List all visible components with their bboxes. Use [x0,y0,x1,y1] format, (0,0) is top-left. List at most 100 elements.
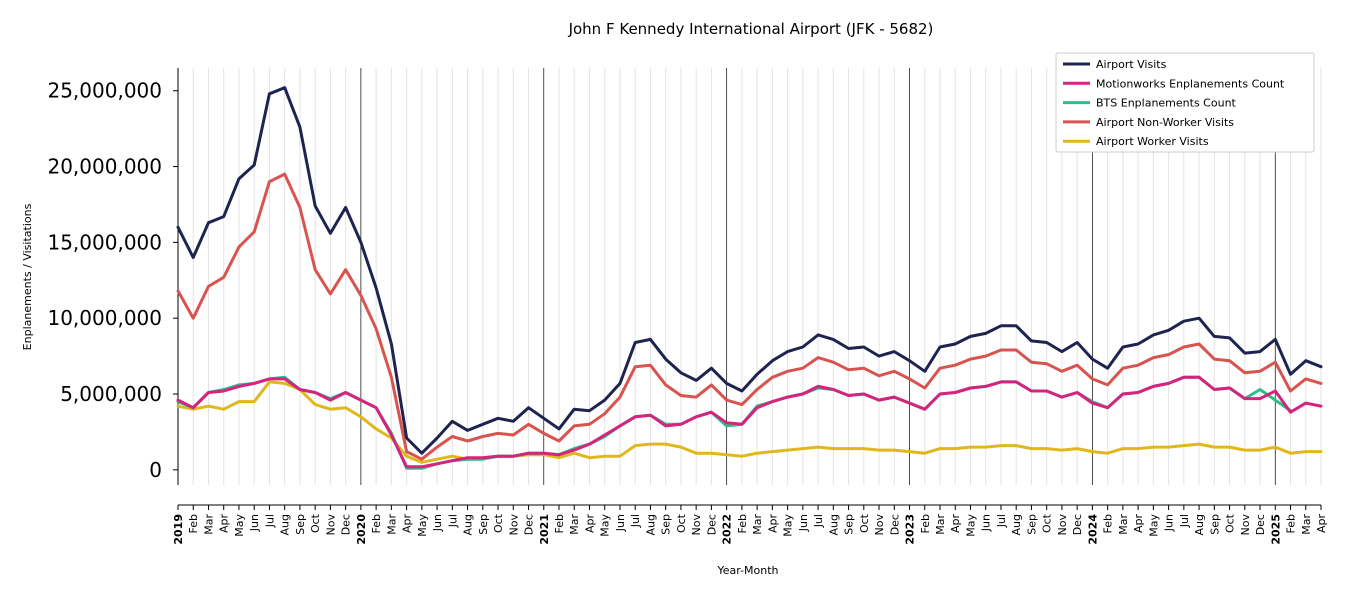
x-tick-label: Aug [827,514,840,535]
x-tick-label: 2023 [904,514,917,545]
x-tick-label: Jul [1178,514,1191,528]
x-tick-label: Dec [705,514,718,535]
x-tick-label: Oct [1041,513,1054,533]
x-tick-label: Apr [218,514,231,534]
x-tick-label: Nov [324,514,337,536]
x-tick-label: Feb [736,514,749,533]
legend: Airport Visits Motionworks Enplanements C… [1055,52,1315,153]
x-tick-label: Oct [309,513,322,533]
series-line-airport-non-worker-visits [176,172,1323,461]
x-tick-label: Jun [980,514,993,532]
x-tick-label: Jul [995,514,1008,528]
y-tick-label: 0 [149,458,162,482]
legend-box [1055,52,1315,153]
x-tick-label: May [599,514,612,537]
x-tick-label: Sep [1025,514,1038,535]
x-tick-label: Feb [187,514,200,533]
x-tick-label: 2022 [721,514,734,545]
x-tick-label: Apr [766,514,779,534]
x-tick-label: May [1147,514,1160,537]
x-tick-label: Feb [1102,514,1115,533]
x-tick-label: Apr [1315,514,1328,534]
y-axis-label: Enplanements / Visitations [21,203,34,350]
x-tick-label: Mar [751,514,764,535]
legend-label: Airport Visits [1096,58,1167,71]
series-lines [176,86,1323,470]
x-tick-label: May [964,514,977,537]
series-line-motionworks-enplanements-count [176,375,1323,469]
x-tick-label: Feb [553,514,566,533]
x-tick-label: Jul [629,514,642,528]
x-tick-label: Apr [1132,514,1145,534]
x-tick-label: Sep [843,514,856,535]
x-tick-label: Nov [507,514,520,536]
x-tick-label: Dec [340,514,353,535]
y-tick-label: 15,000,000 [47,230,162,254]
y-tick-label: 5,000,000 [60,382,162,406]
x-tick-label: Oct [1224,513,1237,533]
x-tick-label: Sep [477,514,490,535]
x-tick-label: Dec [1071,514,1084,535]
x-tick-label: Apr [401,514,414,534]
x-tick-label: Jul [263,514,276,528]
x-tick-label: Mar [568,514,581,535]
x-tick-label: May [416,514,429,537]
chart-title: John F Kennedy International Airport (JF… [568,20,934,38]
x-tick-label: Dec [523,514,536,535]
x-tick-label: Aug [279,514,292,535]
x-tick-label: Aug [644,514,657,535]
x-tick-label: May [782,514,795,537]
x-tick-label: Feb [370,514,383,533]
x-tick-label: Aug [1010,514,1023,535]
x-tick-label: Mar [1117,514,1130,535]
x-tick-label: Mar [202,514,215,535]
x-tick-label: Jun [248,514,261,532]
x-tick-label: Aug [462,514,475,535]
x-tick-label: 2020 [355,514,368,545]
x-tick-label: Jun [797,514,810,532]
x-tick-label: 2024 [1086,514,1099,545]
x-tick-label: Oct [675,513,688,533]
x-tick-label: Sep [294,514,307,535]
series-line-airport-worker-visits [176,380,1323,464]
x-tick-label: Mar [1300,514,1313,535]
legend-label: Airport Non-Worker Visits [1096,116,1234,129]
legend-label: Motionworks Enplanements Count [1096,77,1285,90]
y-tick-label: 20,000,000 [47,155,162,179]
x-tick-label: 2019 [172,514,185,545]
x-tick-label: Nov [1056,514,1069,536]
x-tick-label: Jun [614,514,627,532]
x-tick-label: Sep [660,514,673,535]
x-tick-label: Jul [446,514,459,528]
x-tick-label: 2025 [1269,514,1282,545]
axes: 0 5,000,000 10,000,000 15,000,000 20,000,000… [47,68,1328,545]
series-line-airport-visits [176,86,1323,455]
x-tick-label: Dec [1254,514,1267,535]
x-tick-label: Apr [583,514,596,534]
x-tick-label: 2021 [538,514,551,545]
x-tick-label: May [233,514,246,537]
x-tick-label: Nov [1239,514,1252,536]
x-tick-label: Sep [1208,514,1221,535]
legend-label: BTS Enplanements Count [1096,97,1237,110]
x-tick-label: Feb [1285,514,1298,533]
legend-label: Airport Worker Visits [1096,135,1209,148]
x-axis-label: Year-Month [716,564,778,577]
x-tick-label: Mar [385,514,398,535]
x-tick-label: Aug [1193,514,1206,535]
x-tick-label: Jun [1163,514,1176,532]
x-tick-label: Jun [431,514,444,532]
y-tick-label: 10,000,000 [47,306,162,330]
x-tick-label: Feb [919,514,932,533]
x-tick-label: Nov [690,514,703,536]
y-tick-label: 25,000,000 [47,79,162,103]
x-tick-label: Mar [934,514,947,535]
x-tick-label: Dec [888,514,901,535]
x-tick-label: Oct [858,513,871,533]
x-tick-label: Nov [873,514,886,536]
x-tick-label: Jul [812,514,825,528]
x-tick-label: Oct [492,513,505,533]
x-tick-label: Apr [949,514,962,534]
